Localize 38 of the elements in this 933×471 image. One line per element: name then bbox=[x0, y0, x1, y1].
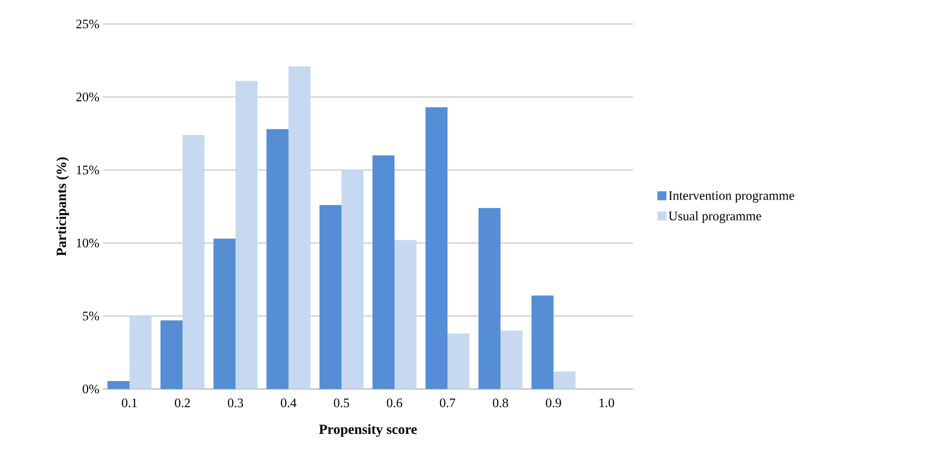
bar bbox=[108, 380, 130, 389]
bar bbox=[448, 334, 470, 389]
bar bbox=[500, 330, 523, 389]
bar bbox=[394, 240, 417, 389]
legend-label: Usual programme bbox=[668, 211, 762, 224]
x-tick-label: 0.5 bbox=[334, 398, 350, 408]
bar bbox=[478, 208, 501, 389]
y-tick-label: 10% bbox=[76, 238, 100, 248]
x-tick-label: 0.8 bbox=[492, 398, 508, 408]
y-tick-label: 15% bbox=[76, 166, 100, 174]
x-tick-label: 0.7 bbox=[440, 398, 456, 408]
y-axis-title: Participants (%) bbox=[56, 157, 69, 256]
y-tick-label: 5% bbox=[82, 312, 100, 320]
bar bbox=[130, 316, 152, 389]
bar bbox=[214, 238, 236, 389]
bar bbox=[288, 66, 310, 389]
y-tick-label: 0% bbox=[82, 384, 100, 394]
bar bbox=[342, 170, 364, 389]
y-tick-label: 20% bbox=[76, 92, 100, 102]
bar bbox=[372, 155, 395, 389]
bar bbox=[320, 205, 342, 389]
x-tick-label: 0.3 bbox=[228, 398, 244, 408]
bar bbox=[554, 371, 576, 389]
x-tick-label: 0.4 bbox=[280, 398, 296, 408]
bar bbox=[426, 107, 448, 389]
x-tick-label: 1.0 bbox=[600, 398, 614, 408]
x-axis-title: Propensity score bbox=[319, 424, 417, 437]
bar bbox=[160, 320, 182, 389]
bar bbox=[532, 296, 554, 389]
x-tick-label: 0.2 bbox=[174, 398, 190, 408]
bar bbox=[266, 129, 288, 389]
legend-label: Intervention programme bbox=[668, 191, 794, 203]
x-tick-label: 0.6 bbox=[386, 398, 402, 408]
bar bbox=[182, 134, 204, 389]
bar bbox=[236, 80, 258, 389]
x-tick-label: 0.9 bbox=[546, 398, 562, 408]
y-tick-label: 25% bbox=[76, 20, 100, 28]
x-tick-label: 0.1 bbox=[122, 398, 137, 408]
